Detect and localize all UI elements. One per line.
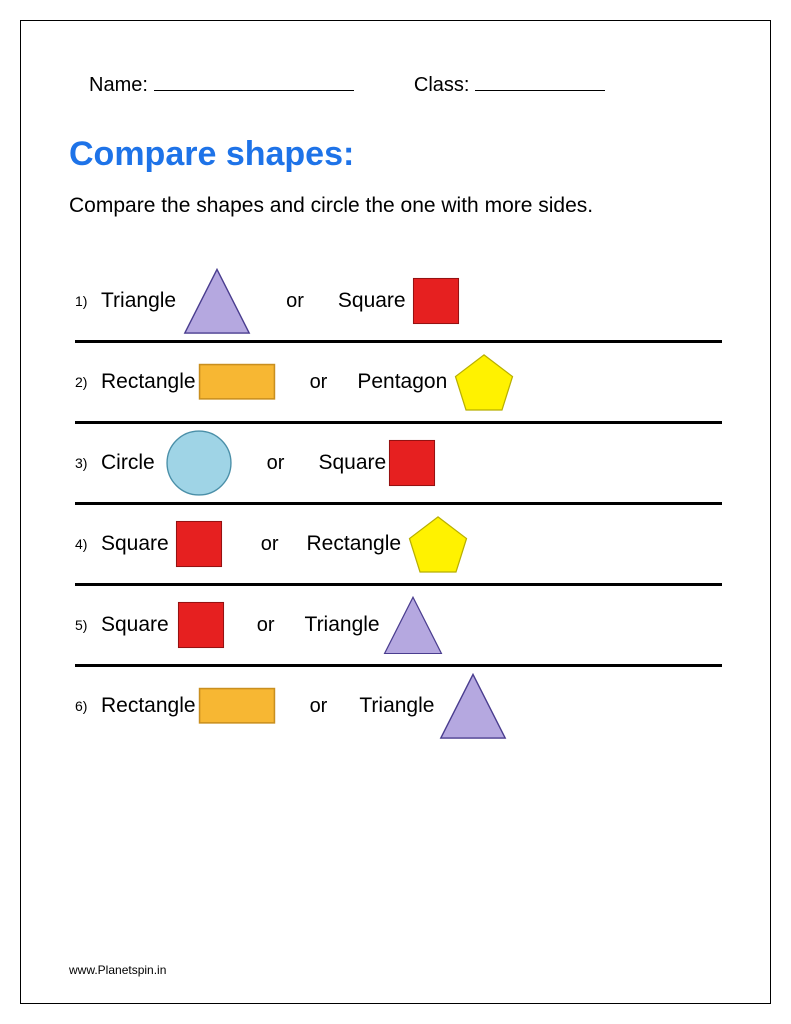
- pentagon-icon[interactable]: [407, 510, 469, 578]
- question-row: 2)Rectangle or Pentagon: [75, 343, 722, 421]
- square_red-icon[interactable]: [177, 591, 225, 659]
- left-shape-label: Triangle: [101, 289, 176, 313]
- left-shape-label: Square: [101, 532, 169, 556]
- question-rows: 1)TriangleorSquare2)RectangleorPentagon3…: [69, 262, 722, 745]
- footer-url: www.Planetspin.in: [69, 963, 166, 977]
- left-shape-label: Rectangle: [101, 694, 196, 718]
- name-blank-line[interactable]: [154, 69, 354, 91]
- or-label: or: [310, 695, 328, 718]
- right-shape-label: Triangle: [305, 613, 380, 637]
- left-shape-label: Square: [101, 613, 169, 637]
- or-label: or: [261, 533, 279, 556]
- question-number: 4): [75, 536, 101, 552]
- rectangle-icon[interactable]: [198, 672, 276, 740]
- circle-icon[interactable]: [165, 429, 233, 497]
- question-row: 5)Square or Triangle: [75, 586, 722, 664]
- square_red-icon[interactable]: [388, 429, 436, 497]
- question-number: 3): [75, 455, 101, 471]
- rectangle-icon[interactable]: [198, 348, 276, 416]
- class-label: Class:: [414, 74, 470, 97]
- right-shape-label: Square: [318, 451, 386, 475]
- question-row: 1)Triangle or Square: [75, 262, 722, 340]
- header-row: Name: Class:: [69, 69, 722, 97]
- or-label: or: [257, 614, 275, 637]
- triangle-icon[interactable]: [182, 267, 252, 335]
- question-number: 2): [75, 374, 101, 390]
- pentagon-icon[interactable]: [453, 348, 515, 416]
- name-label: Name:: [89, 74, 148, 97]
- square_red-icon[interactable]: [175, 510, 223, 578]
- left-shape-label: Circle: [101, 451, 155, 475]
- or-label: or: [267, 452, 285, 475]
- question-number: 1): [75, 293, 101, 309]
- question-number: 5): [75, 617, 101, 633]
- name-field: Name:: [89, 69, 354, 97]
- or-label: or: [310, 371, 328, 394]
- class-blank-line[interactable]: [475, 69, 605, 91]
- page-title: Compare shapes:: [69, 135, 722, 174]
- right-shape-label: Triangle: [359, 694, 434, 718]
- right-shape-label: Rectangle: [307, 532, 402, 556]
- triangle-icon[interactable]: [438, 672, 508, 740]
- right-shape-label: Square: [338, 289, 406, 313]
- triangle-icon[interactable]: [382, 591, 444, 659]
- left-shape-label: Rectangle: [101, 370, 196, 394]
- question-number: 6): [75, 698, 101, 714]
- square_red-icon[interactable]: [412, 267, 460, 335]
- question-row: 6)Rectangle or Triangle: [75, 667, 722, 745]
- or-label: or: [286, 290, 304, 313]
- worksheet-page: Name: Class: Compare shapes: Compare the…: [20, 20, 771, 1004]
- question-row: 3)Circle or Square: [75, 424, 722, 502]
- class-field: Class:: [414, 69, 606, 97]
- question-row: 4)Square or Rectangle: [75, 505, 722, 583]
- instruction-text: Compare the shapes and circle the one wi…: [69, 194, 722, 218]
- right-shape-label: Pentagon: [357, 370, 447, 394]
